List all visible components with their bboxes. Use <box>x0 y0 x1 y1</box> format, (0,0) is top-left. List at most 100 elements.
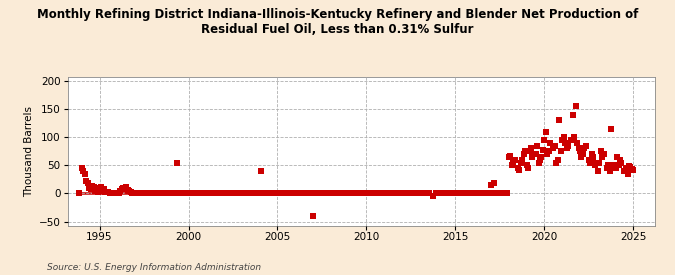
Point <box>518 152 529 156</box>
Point <box>587 152 597 156</box>
Point <box>597 155 608 159</box>
Point <box>256 169 267 173</box>
Point <box>127 191 138 195</box>
Point <box>183 191 194 195</box>
Point <box>585 160 596 165</box>
Point <box>512 166 523 170</box>
Point <box>401 191 412 195</box>
Point <box>339 191 350 195</box>
Point <box>352 191 363 195</box>
Point <box>184 191 195 195</box>
Point <box>200 191 211 195</box>
Point <box>287 191 298 195</box>
Point <box>260 191 271 195</box>
Point <box>217 191 228 195</box>
Point <box>514 168 524 172</box>
Point <box>152 191 163 195</box>
Point <box>542 152 553 156</box>
Point <box>342 191 352 195</box>
Point <box>296 191 306 195</box>
Point <box>168 191 179 195</box>
Point <box>432 191 443 195</box>
Point <box>593 169 603 173</box>
Point <box>162 191 173 195</box>
Point <box>306 191 317 195</box>
Point <box>106 191 117 195</box>
Point <box>308 214 319 218</box>
Point <box>171 160 182 165</box>
Point <box>317 191 327 195</box>
Point <box>396 191 406 195</box>
Point <box>601 166 612 170</box>
Point <box>82 181 93 186</box>
Point <box>159 191 170 195</box>
Point <box>103 190 114 194</box>
Point <box>180 191 191 195</box>
Y-axis label: Thousand Barrels: Thousand Barrels <box>24 106 34 197</box>
Point <box>531 144 542 148</box>
Point <box>157 191 167 195</box>
Point <box>286 191 296 195</box>
Point <box>189 191 200 195</box>
Point <box>551 160 562 165</box>
Point <box>151 191 161 195</box>
Point <box>124 188 134 193</box>
Point <box>554 118 564 123</box>
Point <box>78 169 88 173</box>
Point <box>539 138 550 142</box>
Point <box>530 152 541 156</box>
Point <box>370 191 381 195</box>
Point <box>302 191 313 195</box>
Point <box>613 163 624 167</box>
Point <box>441 191 452 195</box>
Point <box>81 179 92 183</box>
Point <box>94 186 105 190</box>
Point <box>138 191 149 195</box>
Point <box>397 191 408 195</box>
Point <box>271 191 281 195</box>
Point <box>113 191 124 195</box>
Point <box>622 172 633 176</box>
Point <box>563 144 574 148</box>
Point <box>392 191 403 195</box>
Point <box>379 191 389 195</box>
Point <box>107 191 118 195</box>
Point <box>153 191 164 195</box>
Point <box>495 191 506 195</box>
Point <box>90 188 101 193</box>
Point <box>579 146 590 151</box>
Point <box>100 189 111 194</box>
Point <box>567 112 578 117</box>
Point <box>278 191 289 195</box>
Point <box>304 191 315 195</box>
Point <box>292 191 302 195</box>
Point <box>628 168 639 172</box>
Point <box>196 191 207 195</box>
Point <box>116 187 127 191</box>
Point <box>99 187 109 191</box>
Point <box>266 191 277 195</box>
Point <box>204 191 215 195</box>
Point <box>543 149 554 153</box>
Point <box>344 191 354 195</box>
Point <box>251 191 262 195</box>
Point <box>598 152 609 156</box>
Point <box>626 166 637 171</box>
Point <box>136 191 146 195</box>
Point <box>612 155 622 159</box>
Point <box>225 191 236 195</box>
Point <box>603 163 614 167</box>
Point <box>477 191 487 195</box>
Point <box>143 191 154 195</box>
Point <box>588 155 599 159</box>
Point <box>97 188 108 193</box>
Point <box>74 191 84 196</box>
Point <box>300 191 311 195</box>
Point <box>188 191 198 195</box>
Point <box>522 166 533 170</box>
Point <box>248 191 259 195</box>
Point <box>121 185 132 189</box>
Point <box>520 149 531 153</box>
Point <box>221 191 232 195</box>
Point <box>625 165 636 169</box>
